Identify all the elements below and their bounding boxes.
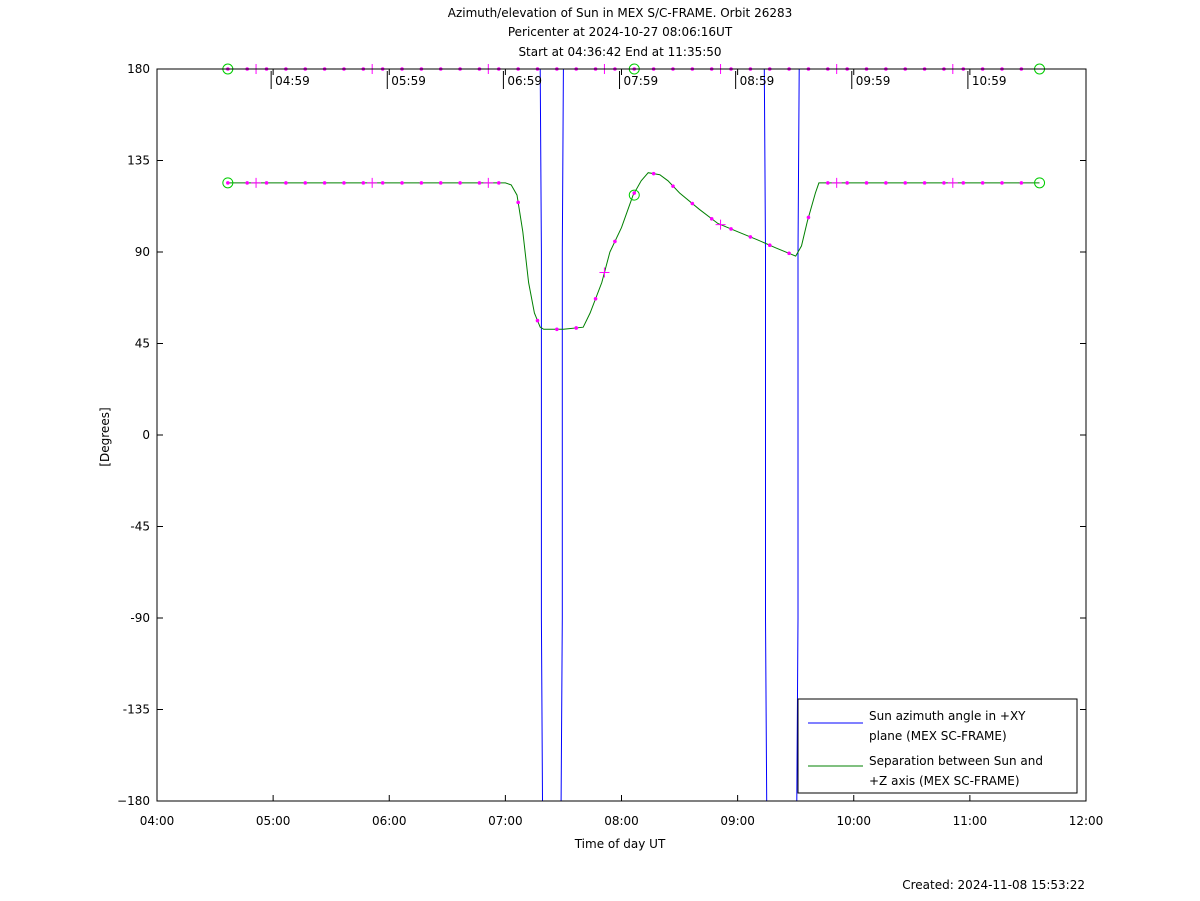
x-tick-label: 05:00 [256, 814, 291, 828]
hour-annotation-label: 06:59 [507, 74, 542, 88]
separation-marker [806, 215, 811, 220]
separation-marker [632, 191, 637, 195]
separation-marker [458, 181, 462, 185]
separation-marker [516, 200, 520, 205]
separation-marker [400, 181, 404, 185]
separation-marker [264, 181, 269, 185]
y-tick-label: 135 [127, 154, 150, 168]
separation-marker [884, 181, 888, 185]
separation-marker [245, 181, 249, 185]
separation-marker [826, 181, 830, 185]
separation-marker [419, 181, 424, 185]
separation-marker [748, 235, 753, 239]
hour-annotation-label: 10:59 [972, 74, 1007, 88]
chart-title-line-1: Azimuth/elevation of Sun in MEX S/C-FRAM… [448, 6, 793, 20]
separation-marker [1019, 181, 1024, 185]
y-tick-label: −180 [117, 794, 150, 808]
y-tick-label: -135 [123, 703, 150, 717]
separation-marker [380, 181, 385, 185]
y-tick-label: -90 [130, 611, 150, 625]
x-axis-label: Time of day UT [574, 837, 666, 851]
x-tick-label: 10:00 [836, 814, 871, 828]
hour-annotation-label: 08:59 [740, 74, 775, 88]
x-tick-label: 06:00 [372, 814, 407, 828]
x-tick-label: 08:00 [604, 814, 639, 828]
separation-marker [303, 181, 308, 185]
separation-marker [845, 181, 849, 185]
separation-marker [574, 326, 579, 330]
series-line-azimuth [227, 68, 1040, 802]
separation-marker [729, 227, 733, 231]
separation-marker [477, 181, 482, 185]
separation-marker [864, 181, 869, 185]
series-line-separation [227, 172, 1040, 330]
event-circle-marker [222, 177, 234, 189]
x-tick-label: 07:00 [488, 814, 523, 828]
hour-annotation-label: 07:59 [624, 74, 659, 88]
separation-marker [496, 181, 501, 185]
separation-marker [787, 251, 791, 256]
separation-marker [922, 181, 927, 185]
separation-marker [322, 181, 327, 185]
plot-frame [156, 68, 1087, 802]
chart-title-line-2: Pericenter at 2024-10-27 08:06:16UT [508, 25, 733, 39]
separation-marker [980, 181, 985, 185]
separation-marker [438, 181, 443, 185]
y-tick-label: 180 [127, 62, 150, 76]
y-tick-label: 45 [135, 337, 150, 351]
separation-marker [555, 327, 559, 332]
legend-label-separation-line-2: +Z axis (MEX SC-FRAME) [869, 774, 1020, 788]
hour-annotation-label: 09:59 [856, 74, 891, 88]
legend: Sun azimuth angle in +XY plane (MEX SC-F… [797, 698, 1078, 794]
y-tick-label: 0 [142, 428, 150, 442]
separation-marker [593, 296, 598, 301]
separation-marker [709, 216, 714, 221]
separation-marker [1000, 181, 1004, 185]
y-tick-label: 90 [135, 245, 150, 259]
legend-box [797, 698, 1078, 794]
x-tick-label: 09:00 [720, 814, 755, 828]
separation-marker [342, 181, 346, 185]
separation-marker [767, 243, 772, 248]
separation-marker [671, 184, 675, 188]
separation-marker [613, 239, 617, 244]
event-circle-marker [1034, 177, 1046, 189]
chart-title-line-3: Start at 04:36:42 End at 11:35:50 [518, 45, 721, 59]
x-tick-label: 04:00 [140, 814, 175, 828]
created-timestamp: Created: 2024-11-08 15:53:22 [902, 878, 1085, 892]
hour-annotation-label: 04:59 [275, 74, 310, 88]
x-tick-label: 11:00 [953, 814, 988, 828]
separation-marker [942, 181, 946, 185]
separation-marker [284, 181, 288, 185]
legend-label-azimuth-line-1: Sun azimuth angle in +XY [869, 709, 1026, 723]
legend-label-separation-line-1: Separation between Sun and [869, 754, 1043, 768]
x-tick-label: 12:00 [1069, 814, 1104, 828]
separation-marker [361, 181, 366, 185]
separation-marker [226, 181, 230, 185]
separation-marker [651, 171, 656, 176]
separation-marker [903, 181, 908, 185]
separation-marker [961, 181, 966, 185]
legend-label-azimuth-line-2: plane (MEX SC-FRAME) [869, 729, 1007, 743]
separation-marker [690, 201, 695, 206]
hour-annotation-label: 05:59 [391, 74, 426, 88]
y-tick-label: -45 [130, 520, 150, 534]
separation-marker [535, 318, 540, 323]
y-axis-label: [Degrees] [98, 407, 112, 466]
event-circle-marker [628, 189, 640, 201]
